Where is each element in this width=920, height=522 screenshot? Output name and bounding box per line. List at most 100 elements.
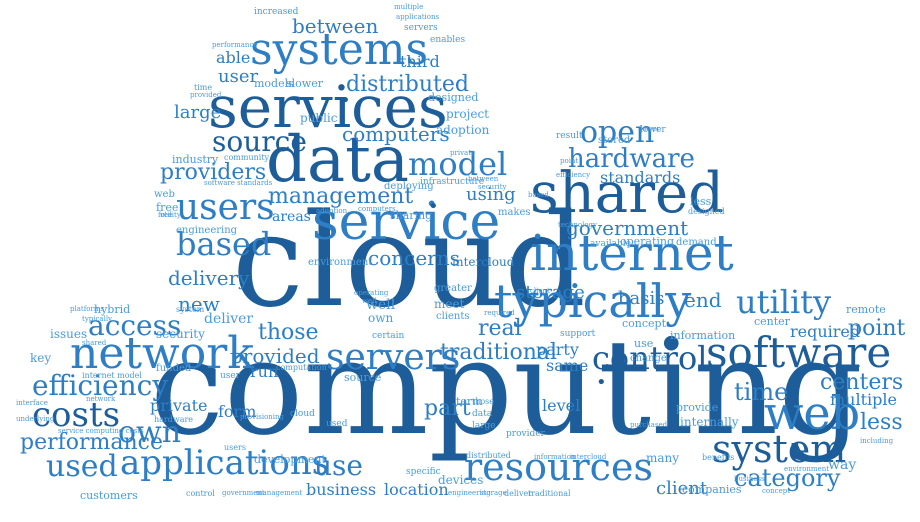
word-stored: stored: [598, 135, 631, 146]
word-software: software: [706, 328, 892, 377]
word-service: service: [312, 192, 501, 252]
word-information-small: information: [534, 453, 576, 461]
word-those-small: those: [472, 397, 495, 406]
word-servers: servers: [326, 337, 461, 378]
word-time: time: [734, 378, 789, 406]
word-many: many: [646, 451, 680, 465]
word-location: location: [384, 480, 449, 499]
word-between-small: between: [468, 175, 499, 183]
word-provisioning: provisioning: [240, 413, 285, 421]
word-utility-small: utility: [160, 211, 181, 219]
word-result: result: [556, 131, 583, 141]
word-user: user: [218, 66, 259, 87]
word-hybrid: hybrid: [94, 303, 131, 316]
word-engineering: engineering: [176, 225, 238, 236]
word-third: third: [400, 52, 440, 71]
word-efficiency-small: efficiency: [556, 171, 591, 179]
word-companies: companies: [682, 483, 742, 496]
word-systems: systems: [250, 24, 429, 75]
word-access: access: [88, 309, 182, 342]
word-management-small: management: [256, 489, 303, 497]
word-data-small: data: [472, 409, 493, 419]
word-used-small: used: [326, 419, 348, 429]
word-center: center: [754, 315, 790, 328]
word-applications: applications: [120, 443, 330, 483]
word-designed-small: designed: [688, 207, 725, 216]
word-sharing: sharing: [390, 209, 433, 222]
word-purchased: purchased: [630, 421, 668, 429]
word-service-computing-costs: service computing costs: [58, 427, 144, 435]
word-control-small: control: [186, 489, 215, 498]
word-issues: issues: [50, 327, 88, 341]
word-party: party: [536, 340, 579, 359]
word-public: public: [300, 111, 338, 125]
word-own-small: own: [368, 311, 394, 325]
word-performance: performance: [20, 430, 164, 455]
word-users: users: [176, 187, 275, 228]
word-meet: meet: [434, 297, 465, 311]
word-source: source: [212, 125, 307, 158]
word-open: open: [580, 115, 655, 150]
word-based-small: based: [528, 191, 549, 199]
word-computers: computers: [342, 122, 450, 146]
word-large: large: [174, 102, 222, 123]
word-engineering-small: engineering: [448, 489, 491, 497]
word-network: network: [70, 328, 254, 379]
word-required-small: required: [484, 309, 515, 317]
word-demand: demand: [676, 237, 717, 248]
word-shared: shared: [530, 161, 724, 226]
word-traditional: traditional: [440, 340, 558, 365]
word-free: free: [156, 201, 179, 214]
word-level: level: [542, 396, 581, 415]
word-benefits: benefits: [702, 453, 735, 462]
word-hardware: hardware: [568, 144, 695, 174]
word-applications-small: applications: [396, 13, 440, 21]
word-users-small: users: [224, 443, 246, 452]
word-government: government: [566, 216, 689, 240]
word-lower-small: lower: [640, 125, 660, 133]
word-well: well: [366, 297, 396, 313]
word-operating: operating: [620, 235, 675, 248]
word-private: private: [150, 396, 208, 415]
word-used: used: [46, 449, 118, 484]
word-slower: slower: [286, 77, 323, 90]
word-interface: interface: [16, 399, 48, 407]
word-servers-small: servers: [404, 23, 438, 33]
word-deliver: deliver: [204, 311, 254, 327]
word-change: change: [630, 353, 667, 364]
word-run: run: [250, 362, 279, 381]
word-client-small: client: [530, 287, 550, 295]
word-designed: designed: [428, 91, 479, 104]
word-security: security: [156, 327, 205, 341]
word-services: services: [208, 73, 448, 141]
word-business-small: business: [734, 475, 765, 483]
word-remote: remote: [846, 303, 886, 316]
word-well-small: well: [362, 297, 377, 305]
word-concept-small: concept: [762, 487, 790, 495]
word-own: own: [118, 415, 182, 450]
word-storage-small: storage: [480, 489, 507, 497]
word-category: category: [734, 464, 841, 492]
word-clients: clients: [436, 311, 470, 322]
word-models: models: [254, 77, 294, 90]
word-utility: utility: [736, 283, 832, 321]
word-provided-small: provided: [190, 91, 222, 99]
word-free-small: free: [158, 211, 173, 219]
word-infrastructure: infrastructure: [420, 177, 485, 187]
word-efficiency: efficiency: [32, 369, 169, 402]
word-private-small: private: [450, 149, 476, 157]
word-computers-small: computers: [358, 205, 396, 213]
word-internally: internally: [680, 415, 739, 429]
word-real: real: [478, 316, 522, 341]
word-intercloud: intercloud: [452, 255, 515, 269]
word-provide: provide: [676, 401, 719, 414]
word-typically: typically: [494, 274, 692, 328]
word-specific: specific: [406, 467, 441, 477]
dot-separator: •: [340, 90, 351, 111]
word-lower: lower: [640, 125, 666, 135]
word-distributed-small: distributed: [466, 451, 511, 460]
word-between: between: [292, 14, 379, 38]
word-typically-small: typically: [82, 315, 113, 323]
word-required: required: [790, 322, 861, 341]
word-deploying: deploying: [384, 181, 434, 192]
